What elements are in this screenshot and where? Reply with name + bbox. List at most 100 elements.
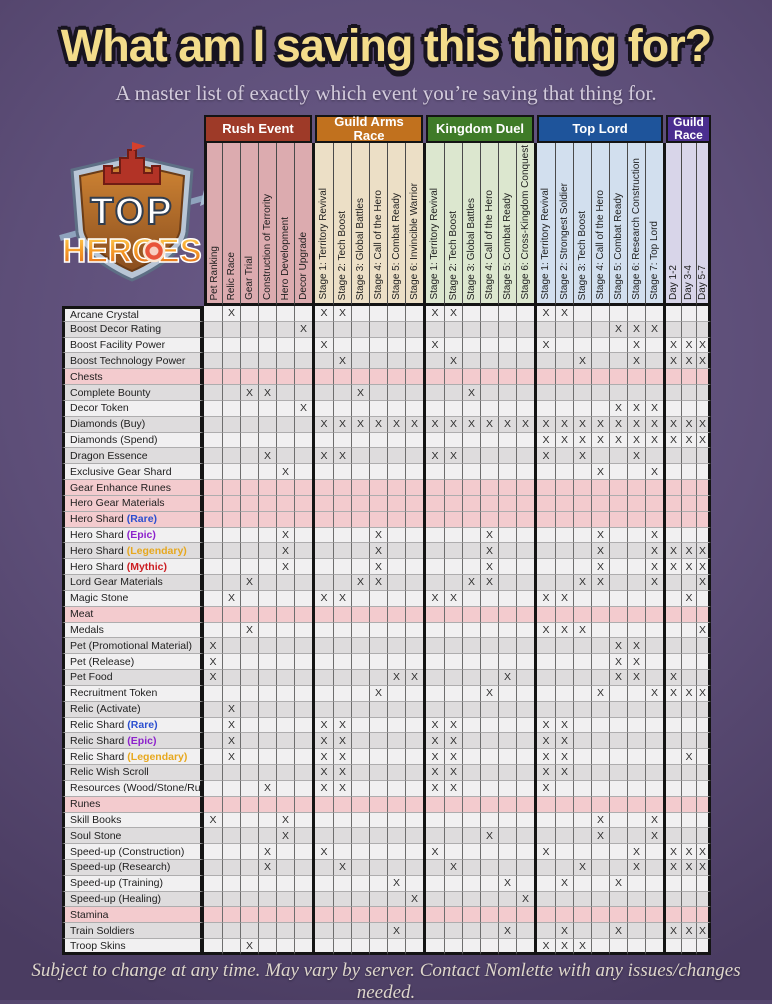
matrix-cell [333, 670, 351, 686]
matrix-cell [222, 780, 240, 797]
matrix-cell [405, 796, 423, 813]
matrix-cell [627, 765, 645, 781]
group-separator [423, 559, 426, 576]
matrix-cell [645, 923, 663, 940]
matrix-cell [204, 480, 222, 496]
matrix-cell [444, 543, 462, 560]
group-separator [534, 464, 537, 481]
matrix-cell [480, 812, 498, 829]
matrix-cell [258, 685, 276, 702]
matrix-cell [444, 939, 462, 955]
matrix-cell [681, 369, 696, 386]
matrix-cell: X [315, 844, 333, 860]
matrix-cell [480, 923, 498, 940]
matrix-cell [387, 385, 405, 401]
matrix-cell [555, 844, 573, 860]
matrix-cell [573, 765, 591, 781]
matrix-cell [426, 654, 444, 671]
matrix-cell [258, 400, 276, 417]
matrix-cell [516, 495, 534, 512]
matrix-cell [258, 923, 276, 940]
group-separator [663, 717, 666, 734]
matrix-cell [276, 448, 294, 465]
matrix-cell: X [591, 464, 609, 481]
matrix-cell: X [537, 590, 555, 607]
matrix-cell [369, 828, 387, 845]
matrix-cell: X [333, 306, 351, 322]
group-separator [423, 670, 426, 686]
matrix-cell [426, 527, 444, 544]
matrix-cell [204, 907, 222, 924]
matrix-cell: X [276, 527, 294, 544]
matrix-cell [387, 400, 405, 417]
matrix-cell [627, 812, 645, 829]
rarity-label: (Rare) [127, 718, 158, 731]
group-separator [663, 638, 666, 655]
rarity-label: (Epic) [126, 529, 156, 541]
matrix-cell: X [555, 432, 573, 449]
matrix-cell: X [573, 432, 591, 449]
matrix-cell [240, 400, 258, 417]
matrix-cell [480, 511, 498, 528]
matrix-cell [369, 321, 387, 338]
group-separator [663, 385, 666, 401]
matrix-cell: X [666, 859, 681, 876]
matrix-cell [294, 432, 312, 449]
top-heroes-logo: TOP HEROES [59, 142, 212, 282]
group-separator [423, 575, 426, 591]
matrix-cell [426, 385, 444, 401]
matrix-cell [462, 369, 480, 386]
matrix-cell [294, 796, 312, 813]
group-separator [312, 369, 315, 386]
matrix-cell: X [444, 765, 462, 781]
matrix-cell [609, 606, 627, 623]
group-separator [312, 590, 315, 607]
matrix-cell: X [681, 353, 696, 370]
matrix-cell [681, 606, 696, 623]
matrix-cell [609, 337, 627, 354]
matrix-cell [666, 369, 681, 386]
matrix-cell [204, 527, 222, 544]
row-label: Speed-up (Research) [62, 859, 204, 876]
matrix-cell [681, 765, 696, 781]
matrix-cell [351, 939, 369, 955]
matrix-cell: X [258, 448, 276, 465]
matrix-cell: X [573, 859, 591, 876]
matrix-cell: X [645, 321, 663, 338]
matrix-cell [555, 859, 573, 876]
matrix-cell [315, 527, 333, 544]
matrix-cell [426, 891, 444, 908]
group-separator [534, 859, 537, 876]
matrix-cell [204, 543, 222, 560]
matrix-cell [444, 495, 462, 512]
matrix-cell [462, 353, 480, 370]
group-separator [534, 796, 537, 813]
matrix-cell [498, 400, 516, 417]
group-separator [663, 923, 666, 940]
matrix-cell [351, 907, 369, 924]
matrix-cell: X [426, 590, 444, 607]
matrix-cell [516, 590, 534, 607]
matrix-cell [498, 828, 516, 845]
matrix-cell [666, 480, 681, 496]
matrix-cell [351, 844, 369, 860]
matrix-cell [426, 685, 444, 702]
group-separator [312, 432, 315, 449]
matrix-cell [666, 939, 681, 955]
matrix-cell: X [591, 416, 609, 433]
matrix-cell [204, 416, 222, 433]
matrix-cell [645, 511, 663, 528]
group-separator [663, 527, 666, 544]
matrix-cell [240, 606, 258, 623]
matrix-cell [681, 495, 696, 512]
matrix-cell [645, 337, 663, 354]
matrix-cell [240, 321, 258, 338]
matrix-cell: X [444, 859, 462, 876]
matrix-cell [609, 543, 627, 560]
matrix-cell [480, 385, 498, 401]
matrix-cell [405, 733, 423, 750]
matrix-cell: X [333, 780, 351, 797]
matrix-cell [609, 590, 627, 607]
matrix-cell: X [444, 780, 462, 797]
matrix-cell: X [666, 416, 681, 433]
